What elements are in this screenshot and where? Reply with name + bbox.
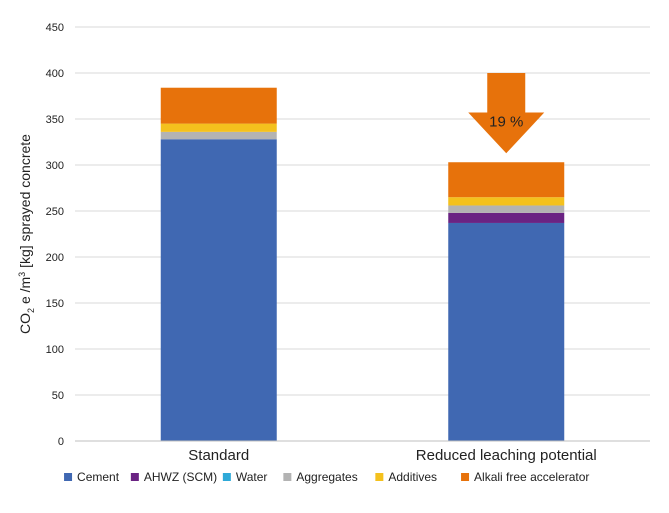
y-tick-label: 200 bbox=[46, 252, 64, 264]
category-label: Reduced leaching potential bbox=[416, 447, 597, 464]
reduction-arrow bbox=[468, 73, 545, 154]
category-label: Standard bbox=[188, 447, 249, 464]
bar-segment-cement bbox=[160, 139, 277, 442]
bar-segment-alkali-free-accelerator bbox=[448, 162, 565, 198]
y-tick-label: 250 bbox=[46, 206, 64, 218]
y-axis-label: CO2 e /m3 [kg] sprayed concrete bbox=[17, 134, 36, 334]
bar-segment-aggregates bbox=[448, 205, 565, 213]
legend-label-aggregates: Aggregates bbox=[296, 470, 357, 484]
bar-segment-aggregates bbox=[160, 131, 277, 140]
legend-swatch-additives bbox=[375, 473, 384, 481]
bar-segment-additives bbox=[160, 123, 277, 132]
bar-segment-additives bbox=[448, 197, 565, 206]
y-tick-label: 450 bbox=[46, 22, 64, 34]
bar-segment-alkali-free-accelerator bbox=[160, 87, 277, 124]
y-tick-label: 100 bbox=[46, 344, 64, 356]
bar-segment-ahwz-scm- bbox=[448, 212, 565, 223]
legend-label-alkali-free-accelerator: Alkali free accelerator bbox=[474, 470, 589, 484]
legend-swatch-water bbox=[222, 473, 231, 481]
legend-swatch-aggregates bbox=[283, 473, 292, 481]
legend-label-water: Water bbox=[236, 470, 268, 484]
y-tick-label: 50 bbox=[52, 390, 64, 402]
y-tick-label: 0 bbox=[58, 436, 64, 448]
legend-swatch-alkali-free-accelerator bbox=[461, 473, 470, 481]
legend: Cement AHWZ (SCM) Water Aggregates Additives… bbox=[64, 470, 589, 484]
reduction-annotation: 19 % bbox=[468, 73, 545, 154]
legend-swatch-ahwz-scm- bbox=[130, 473, 139, 481]
legend-label-cement: Cement bbox=[77, 470, 120, 484]
y-tick-label: 400 bbox=[46, 68, 64, 80]
bars bbox=[160, 87, 565, 442]
reduction-label: 19 % bbox=[489, 114, 523, 131]
legend-swatch-cement bbox=[64, 473, 73, 481]
y-tick-label: 150 bbox=[46, 298, 64, 310]
bar-segment-cement bbox=[448, 222, 565, 441]
y-tick-label: 300 bbox=[46, 160, 64, 172]
legend-label-additives: Additives bbox=[388, 470, 437, 484]
axes: 0 50 100 150 200 250 300 350 400 450 Standard Reduc… bbox=[46, 22, 650, 464]
y-tick-label: 350 bbox=[46, 114, 64, 126]
legend-label-ahwz-scm-: AHWZ (SCM) bbox=[144, 470, 217, 484]
